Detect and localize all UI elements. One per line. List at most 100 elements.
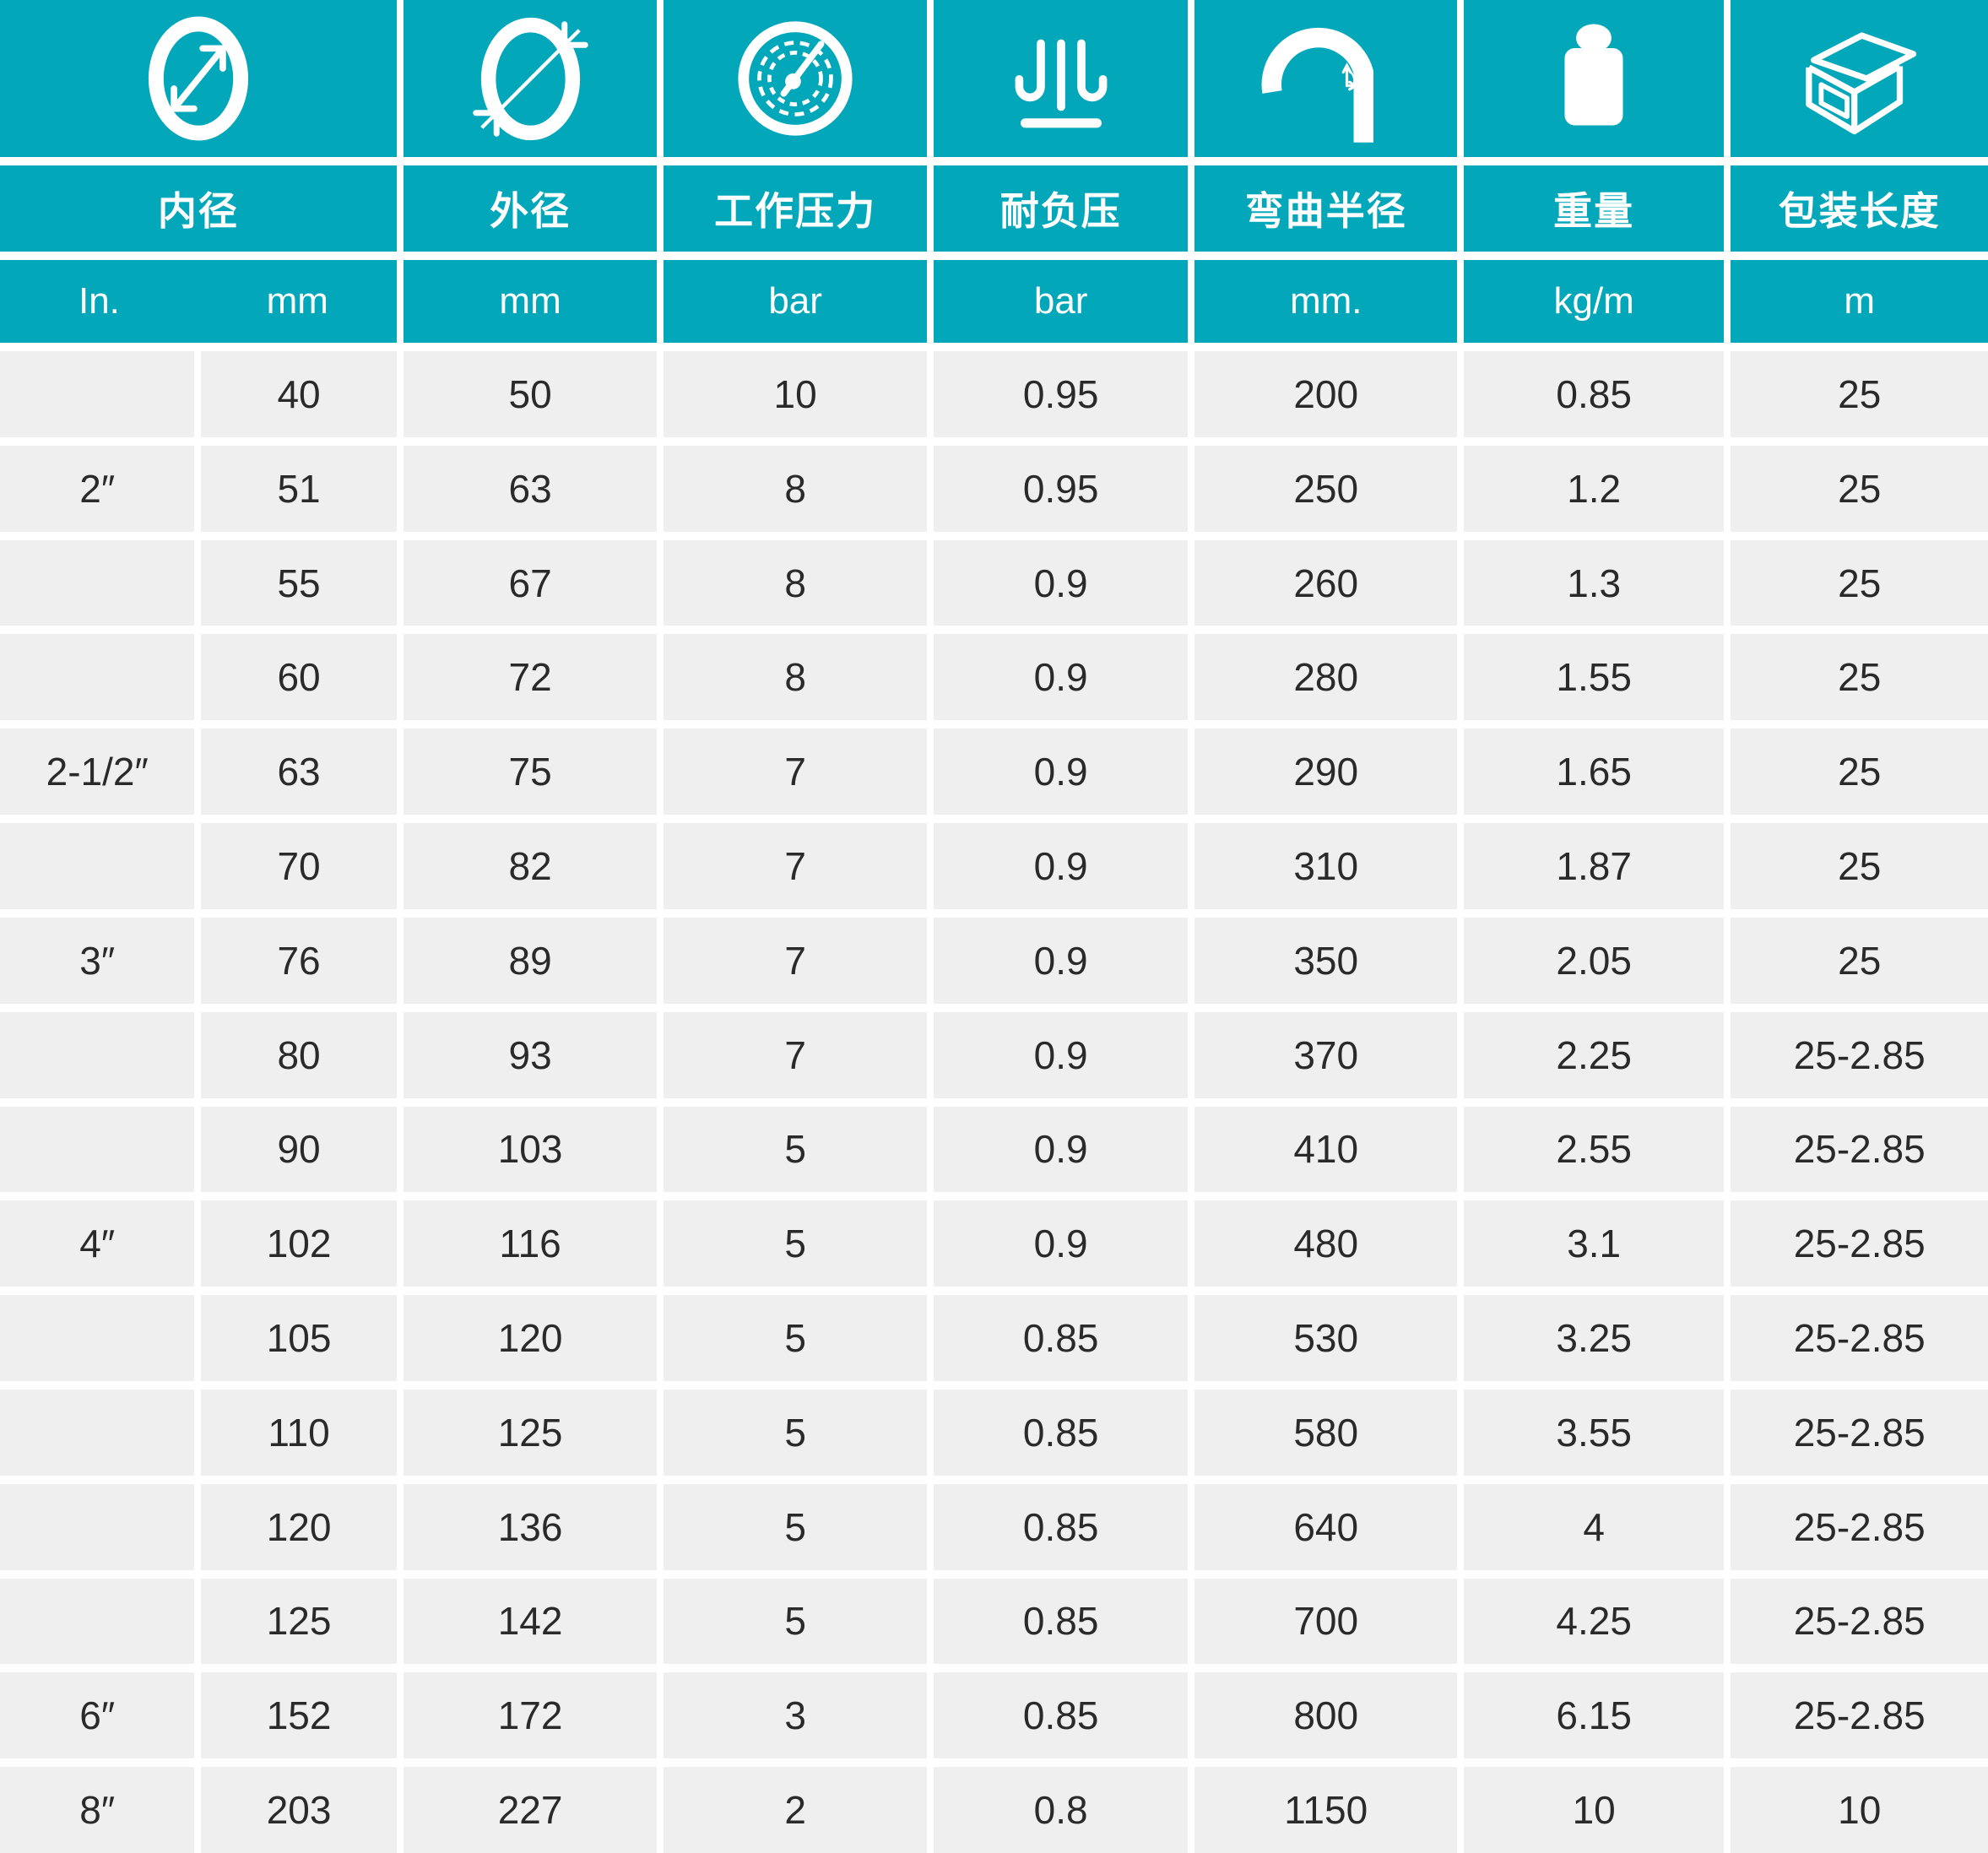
cell-inch-size: 2″ — [0, 445, 195, 532]
column-header-bend-radius: 弯曲半径 — [1194, 165, 1457, 252]
table-cell: 203 — [201, 1767, 397, 1853]
cell-inch-size — [0, 1578, 195, 1665]
table-cell: 0.9 — [933, 634, 1189, 721]
table-cell: 116 — [403, 1200, 658, 1287]
table-cell: 0.8 — [933, 1767, 1189, 1853]
table-cell: 640 — [1194, 1483, 1457, 1570]
table-cell: 480 — [1194, 1200, 1457, 1287]
table-cell: 530 — [1194, 1295, 1457, 1381]
table-cell: 3.1 — [1463, 1200, 1725, 1287]
table-cell: 0.9 — [933, 539, 1189, 626]
table-cell: 3 — [664, 1672, 927, 1759]
table-cell: 142 — [403, 1578, 658, 1665]
cell-inch-size — [0, 539, 195, 626]
table-cell: 93 — [403, 1011, 658, 1098]
header-icon-cell-inner-diameter — [0, 0, 397, 157]
column-header-inner-diameter: 内径 — [0, 165, 397, 252]
unit-bar-working: bar — [664, 260, 927, 343]
table-cell: 40 — [201, 351, 397, 437]
table-cell: 55 — [201, 539, 397, 626]
column-header-working-pressure: 工作压力 — [664, 165, 927, 252]
table-cell: 172 — [403, 1672, 658, 1759]
table-cell: 70 — [201, 823, 397, 909]
unit-cell-inner-diameter: In. mm — [0, 260, 397, 343]
table-cell: 60 — [201, 634, 397, 721]
table-cell: 1150 — [1194, 1767, 1457, 1853]
table-cell: 102 — [201, 1200, 397, 1287]
table-cell: 25 — [1731, 729, 1988, 815]
header-icon-cell-outer-diameter — [403, 0, 658, 157]
table-cell: 1.3 — [1463, 539, 1725, 626]
table-cell: 89 — [403, 917, 658, 1004]
table-cell: 0.9 — [933, 917, 1189, 1004]
cell-inch-size — [0, 823, 195, 909]
table-cell: 76 — [201, 917, 397, 1004]
table-cell: 310 — [1194, 823, 1457, 909]
table-cell: 0.85 — [933, 1389, 1189, 1476]
table-cell: 152 — [201, 1672, 397, 1759]
header-icon-cell-working-pressure — [664, 0, 927, 157]
cell-inch-size: 2-1/2″ — [0, 729, 195, 815]
table-cell: 0.9 — [933, 1011, 1189, 1098]
table-cell: 227 — [403, 1767, 658, 1853]
cell-inch-size: 4″ — [0, 1200, 195, 1287]
table-cell: 280 — [1194, 634, 1457, 721]
table-cell: 0.85 — [933, 1672, 1189, 1759]
table-cell: 8 — [664, 634, 927, 721]
table-cell: 110 — [201, 1389, 397, 1476]
table-cell: 2.25 — [1463, 1011, 1725, 1098]
table-cell: 580 — [1194, 1389, 1457, 1476]
vacuum-resistance-icon — [1015, 39, 1108, 128]
outer-diameter-icon — [472, 17, 588, 140]
cell-inch-size: 3″ — [0, 917, 195, 1004]
table-cell: 25 — [1731, 917, 1988, 1004]
table-cell: 1.87 — [1463, 823, 1725, 909]
cell-inch-size — [0, 1389, 195, 1476]
table-cell: 410 — [1194, 1106, 1457, 1193]
header-icon-cell-weight — [1463, 0, 1725, 157]
table-cell: 120 — [403, 1295, 658, 1381]
table-cell: 0.85 — [933, 1295, 1189, 1381]
table-cell: 25-2.85 — [1731, 1200, 1988, 1287]
table-cell: 200 — [1194, 351, 1457, 437]
table-cell: 67 — [403, 539, 658, 626]
table-cell: 290 — [1194, 729, 1457, 815]
table-cell: 5 — [664, 1389, 927, 1476]
unit-inches: In. — [78, 280, 120, 322]
table-cell: 25-2.85 — [1731, 1578, 1988, 1665]
table-cell: 0.95 — [933, 351, 1189, 437]
table-cell: 700 — [1194, 1578, 1457, 1665]
cell-inch-size: 6″ — [0, 1672, 195, 1759]
weight-icon — [1564, 24, 1623, 126]
table-cell: 1.2 — [1463, 445, 1725, 532]
table-cell: 2.05 — [1463, 917, 1725, 1004]
table-cell: 1.55 — [1463, 634, 1725, 721]
table-cell: 6.15 — [1463, 1672, 1725, 1759]
table-cell: 0.9 — [933, 729, 1189, 815]
table-cell: 103 — [403, 1106, 658, 1193]
table-cell: 25 — [1731, 539, 1988, 626]
table-cell: 75 — [403, 729, 658, 815]
table-cell: 25 — [1731, 823, 1988, 909]
cell-inch-size — [0, 1011, 195, 1098]
unit-mm-inner: mm — [266, 280, 328, 322]
package-length-icon — [1806, 32, 1917, 135]
unit-mm-outer: mm — [403, 260, 658, 343]
unit-m-package: m — [1731, 260, 1988, 343]
table-cell: 25-2.85 — [1731, 1672, 1988, 1759]
table-cell: 63 — [201, 729, 397, 815]
table-cell: 0.85 — [933, 1578, 1189, 1665]
table-cell: 7 — [664, 729, 927, 815]
table-cell: 250 — [1194, 445, 1457, 532]
table-cell: 82 — [403, 823, 658, 909]
table-cell: 80 — [201, 1011, 397, 1098]
table-cell: 7 — [664, 1011, 927, 1098]
table-cell: 7 — [664, 823, 927, 909]
table-cell: 2.55 — [1463, 1106, 1725, 1193]
column-header-vacuum: 耐负压 — [933, 165, 1189, 252]
table-cell: 5 — [664, 1200, 927, 1287]
table-cell: 10 — [1463, 1767, 1725, 1853]
table-cell: 63 — [403, 445, 658, 532]
table-cell: 8 — [664, 445, 927, 532]
